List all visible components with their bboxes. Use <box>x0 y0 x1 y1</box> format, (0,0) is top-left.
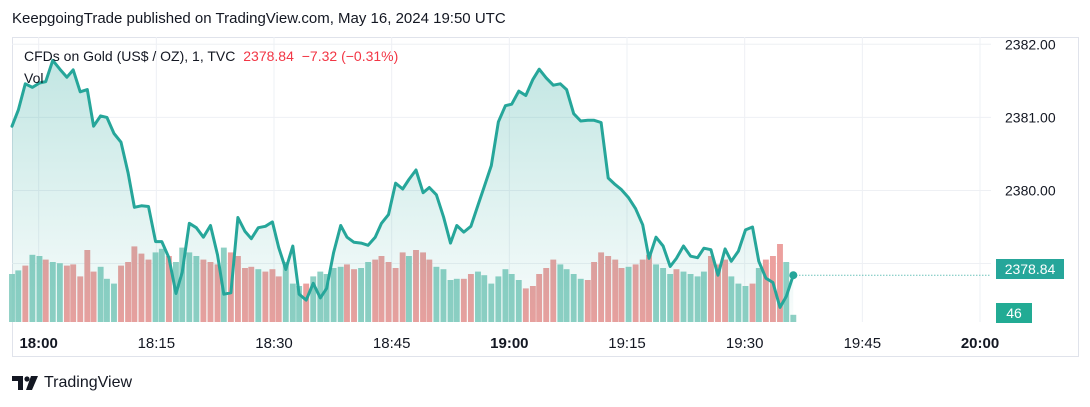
y-tick-label: 2380.00 <box>1005 182 1056 198</box>
brand-name: TradingView <box>44 374 133 391</box>
symbol-label: CFDs on Gold (US$ / OZ), 1, TVC <box>24 48 236 64</box>
last-price-value: 2378.84 <box>243 48 294 64</box>
last-price-badge: 2378.84 <box>996 259 1064 279</box>
y-tick-label: 2382.00 <box>1005 36 1056 52</box>
price-area-fill <box>12 60 794 323</box>
x-tick-label: 19:15 <box>608 335 646 352</box>
volume-label: Vol <box>24 70 44 86</box>
last-price-point <box>789 271 798 280</box>
x-tick-label: 19:30 <box>726 335 764 352</box>
x-tick-label: 18:30 <box>255 335 293 352</box>
price-line <box>10 58 795 309</box>
volume-bar <box>790 314 797 322</box>
x-tick-label: 19:00 <box>490 335 528 352</box>
x-tick-label: 20:00 <box>961 335 999 352</box>
x-tick-label: 18:45 <box>373 335 411 352</box>
tradingview-footer[interactable]: TradingView <box>12 374 132 392</box>
x-tick-label: 18:15 <box>138 335 176 352</box>
volume-bar <box>777 244 783 322</box>
chart-legend: CFDs on Gold (US$ / OZ), 1, TVC 2378.84 … <box>24 48 398 64</box>
volume-badge: 46 <box>996 303 1032 323</box>
x-tick-label: 19:45 <box>844 335 882 352</box>
y-tick-label: 2381.00 <box>1005 109 1056 125</box>
published-caption: KeepgoingTrade published on TradingView.… <box>12 10 506 27</box>
x-tick-label: 18:00 <box>19 335 57 352</box>
tradingview-logo-icon <box>12 376 38 390</box>
price-change: −7.32 (−0.31%) <box>301 48 399 64</box>
